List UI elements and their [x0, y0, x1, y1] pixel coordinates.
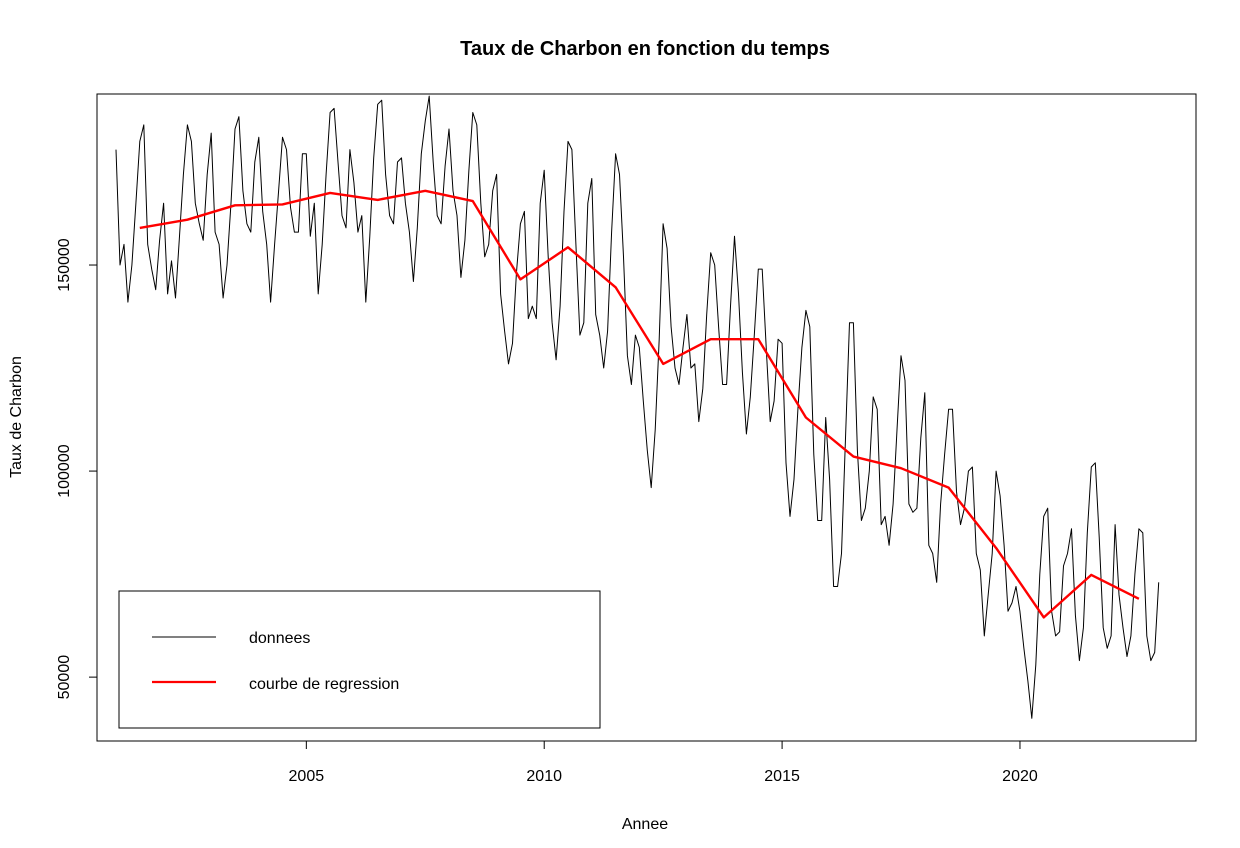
- y-axis: 50000 100000 150000: [56, 238, 97, 699]
- chart-title: Taux de Charbon en fonction du temps: [460, 38, 830, 60]
- legend-box: [118, 590, 601, 729]
- legend-label-donnees: donnees: [249, 630, 310, 647]
- x-axis: 2005 2010 2015 2020: [289, 741, 1038, 785]
- legend: donnees courbe de regression: [118, 590, 601, 729]
- plot-frame: [96, 93, 1197, 742]
- series-line-regression: [139, 189, 1140, 619]
- series-line-donnees: [115, 95, 1160, 719]
- x-tick-label: 2005: [289, 768, 325, 785]
- x-tick-label: 2010: [526, 768, 562, 785]
- y-tick-label: 150000: [56, 238, 73, 291]
- x-tick-label: 2015: [764, 768, 800, 785]
- series-layer: [115, 95, 1160, 719]
- y-tick-label: 50000: [56, 655, 73, 700]
- x-axis-label: Annee: [622, 816, 668, 833]
- y-tick-label: 100000: [56, 444, 73, 497]
- legend-label-regression: courbe de regression: [249, 676, 399, 693]
- x-tick-label: 2020: [1002, 768, 1038, 785]
- y-axis-label: Taux de Charbon: [8, 356, 25, 478]
